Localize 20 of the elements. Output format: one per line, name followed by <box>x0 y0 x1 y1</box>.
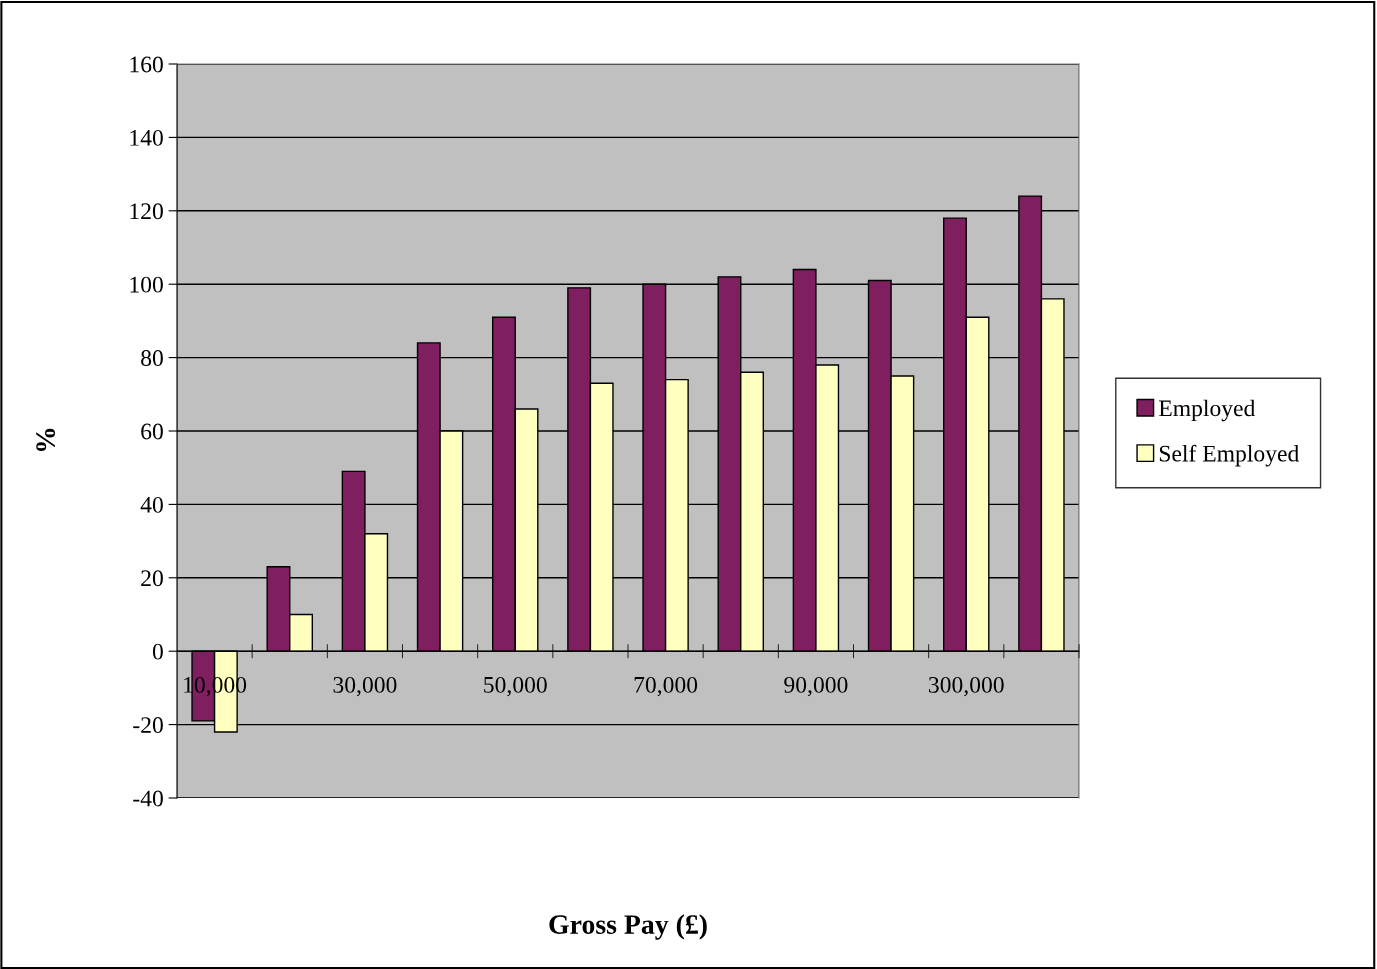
y-axis-title: % <box>36 428 56 452</box>
x-axis-title: Gross Pay (£) <box>549 914 707 940</box>
y-tick-label: 100 <box>130 276 163 293</box>
y-tick-label: -20 <box>133 717 163 734</box>
x-tick-label: 50,000 <box>484 676 547 697</box>
y-tick-label: 80 <box>141 350 163 367</box>
x-tick-label: 30,000 <box>333 676 397 697</box>
y-tick-label: 120 <box>130 203 163 220</box>
y-tick-label: 140 <box>130 129 163 146</box>
y-tick-label: 20 <box>141 570 163 587</box>
legend-label: Employed <box>1158 399 1256 422</box>
x-tick-label: 70,000 <box>634 676 698 697</box>
y-tick-label: 0 <box>152 643 163 660</box>
y-tick-label: 160 <box>130 56 163 73</box>
x-tick-label: 300,000 <box>929 676 1004 697</box>
y-tick-label: -40 <box>133 790 163 807</box>
y-tick-label: 40 <box>140 496 163 513</box>
y-tick-label: 60 <box>141 423 163 440</box>
x-tick-label: 90,000 <box>784 676 848 697</box>
legend-label: Self Employed <box>1159 444 1299 467</box>
